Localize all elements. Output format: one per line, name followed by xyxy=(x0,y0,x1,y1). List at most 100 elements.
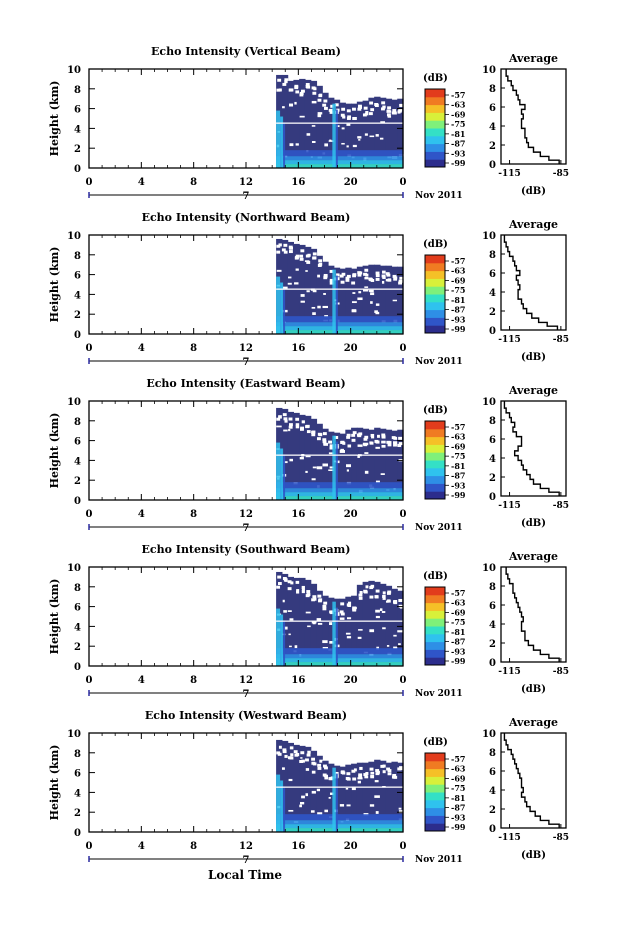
gap-block xyxy=(318,94,323,98)
colorbar-tick-label: -75 xyxy=(451,451,465,461)
gap-block xyxy=(339,617,345,620)
gap-block xyxy=(346,464,352,468)
x-tick-label: 12 xyxy=(239,841,253,852)
colorbar-cell xyxy=(425,760,445,770)
echo-column xyxy=(299,577,306,666)
rain-shaft xyxy=(276,442,281,500)
gap-block xyxy=(312,256,317,260)
gap-block xyxy=(284,80,289,84)
echo-column xyxy=(287,411,294,500)
gap-block xyxy=(339,274,344,278)
gap-block xyxy=(386,110,392,113)
x-tick-label: 20 xyxy=(344,509,358,520)
average-profile-line xyxy=(503,235,559,330)
gap-block xyxy=(381,444,386,448)
colorbar-label: (dB) xyxy=(423,73,448,84)
gap-block xyxy=(289,423,293,427)
x-tick-label: 0 xyxy=(86,841,93,852)
gap-block xyxy=(317,432,322,436)
echo-column xyxy=(339,268,346,334)
gap-block xyxy=(364,286,369,288)
gap-block xyxy=(387,115,392,118)
y-tick-label: 6 xyxy=(74,769,81,780)
average-y-tick-label: 8 xyxy=(489,582,496,593)
colorbar-tick-label: -93 xyxy=(451,646,466,656)
echo-column xyxy=(379,265,387,334)
y-tick-label: 8 xyxy=(74,85,81,96)
gap-block xyxy=(340,448,344,451)
average-x-label: (dB) xyxy=(521,518,546,529)
y-tick-label: 10 xyxy=(67,397,81,408)
colorbar-cell xyxy=(425,317,445,326)
gap-block xyxy=(306,290,310,293)
gap-block xyxy=(393,436,398,440)
colorbar-cell xyxy=(425,768,445,777)
gap-block xyxy=(329,622,333,626)
gap-block xyxy=(299,93,304,97)
gap-block xyxy=(336,108,341,112)
gap-block xyxy=(365,273,370,277)
gap-block xyxy=(282,413,287,417)
y-tick-label: 8 xyxy=(74,749,81,760)
gap-block xyxy=(283,626,289,630)
gap-block xyxy=(323,442,328,446)
bright-band-gap xyxy=(276,786,403,788)
gap-block xyxy=(369,278,373,282)
gap-block xyxy=(358,596,363,600)
colorbar-cell xyxy=(425,587,445,596)
echo-column xyxy=(328,97,335,168)
average-y-tick-label: 2 xyxy=(489,805,496,816)
colorbar-cell xyxy=(425,815,445,824)
echo-heatmap xyxy=(276,238,405,334)
gap-block xyxy=(282,599,285,603)
echo-column xyxy=(310,80,318,168)
gap-block xyxy=(322,438,327,442)
gap-block xyxy=(370,301,373,304)
y-tick-label: 8 xyxy=(74,583,81,594)
echo-column xyxy=(287,241,294,334)
gap-block xyxy=(346,777,351,781)
gap-block xyxy=(374,595,379,599)
gap-block xyxy=(369,135,376,138)
gap-block xyxy=(301,759,306,763)
colorbar-cell xyxy=(425,301,445,311)
echo-column xyxy=(293,577,300,666)
colorbar-cell xyxy=(425,626,445,635)
colorbar-tick-label: -75 xyxy=(451,285,465,295)
gap-block xyxy=(288,417,293,421)
gap-block xyxy=(281,248,286,252)
gap-block xyxy=(306,430,311,434)
near-ground-band xyxy=(276,654,403,659)
gap-block xyxy=(382,764,387,768)
gap-block xyxy=(369,101,374,105)
gap-block xyxy=(305,793,309,797)
gap-block xyxy=(357,780,361,784)
gap-block xyxy=(381,440,387,444)
gap-block xyxy=(329,110,334,114)
gap-block xyxy=(288,633,291,636)
gap-block xyxy=(336,125,341,128)
gap-block xyxy=(305,424,310,428)
gap-block xyxy=(393,646,398,649)
colorbar-tick-label: -63 xyxy=(451,100,466,110)
colorbar-tick-label: -99 xyxy=(451,822,466,832)
average-y-tick-label: 10 xyxy=(482,397,496,408)
gap-block xyxy=(318,262,323,266)
gap-block xyxy=(375,609,381,613)
gap-block xyxy=(295,90,300,94)
gap-block xyxy=(352,292,356,294)
colorbar-cell xyxy=(425,460,445,469)
gap-block xyxy=(346,435,351,439)
gap-block xyxy=(317,763,322,767)
gap-block xyxy=(387,769,392,773)
gap-block xyxy=(375,311,380,315)
colorbar-tick-label: -75 xyxy=(451,119,465,129)
gap-block xyxy=(358,773,363,777)
rain-shaft xyxy=(280,116,284,168)
y-axis-label: Height (km) xyxy=(48,81,61,157)
gap-block xyxy=(386,767,391,771)
average-x-tick-label: -115 xyxy=(498,169,521,179)
echo-column xyxy=(281,74,289,168)
gap-block xyxy=(276,269,282,272)
colorbar-cell xyxy=(425,792,445,801)
